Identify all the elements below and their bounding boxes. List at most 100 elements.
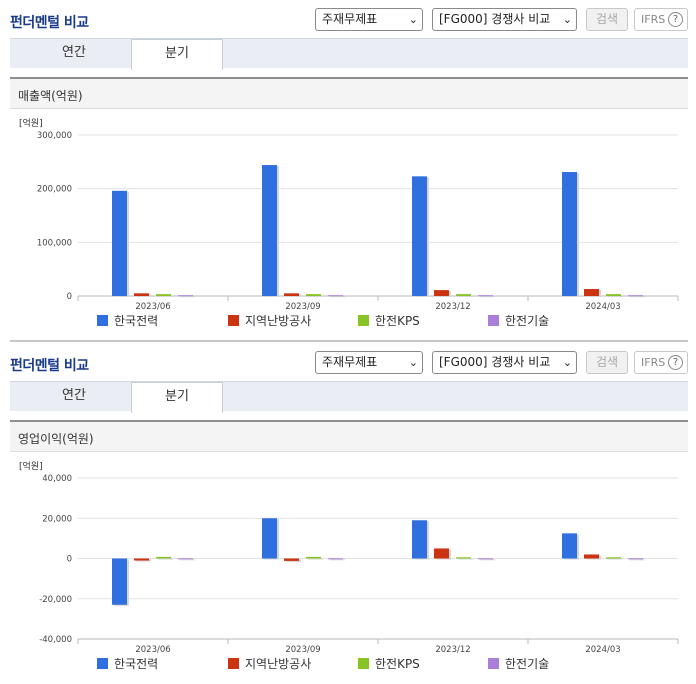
ifrs-button[interactable]: IFRS ? [634, 8, 688, 31]
legend-swatch [488, 315, 499, 326]
period-tabs: 연간 분기 [10, 38, 688, 70]
panel-divider [10, 340, 688, 342]
y-tick-label: 20,000 [42, 514, 72, 524]
bar [456, 294, 471, 296]
legend-swatch [358, 315, 369, 326]
search-button[interactable]: 검색 [586, 8, 628, 31]
search-button[interactable]: 검색 [586, 351, 628, 374]
y-tick-label: -40,000 [39, 635, 72, 645]
legend-label: 한전KPS [375, 657, 420, 671]
statement-select-value: 주재무제표 [322, 12, 378, 26]
legend-swatch [228, 315, 239, 326]
operating-income-chart: [억원] -40,000 -20,000 0 20,000 40,000 2023/06 20… [0, 452, 696, 677]
bar [156, 556, 171, 559]
bar [456, 557, 471, 559]
legend-label: 한전기술 [505, 314, 549, 328]
bar-shadow [308, 557, 323, 560]
chevron-down-icon: ⌄ [408, 13, 418, 26]
x-tick-label: 2023/12 [435, 302, 470, 312]
bar-shadow [458, 558, 473, 560]
tab-quarterly[interactable]: 분기 [131, 382, 223, 413]
bar-shadow [180, 296, 195, 298]
bar-shadow [630, 559, 645, 561]
peer-group-select[interactable]: [FG000] 경쟁사 비교 ⌄ [432, 8, 577, 31]
bar-shadow [330, 296, 345, 298]
legend-label: 한전KPS [375, 314, 420, 328]
y-tick-label: -20,000 [39, 595, 72, 605]
chevron-down-icon: ⌄ [408, 356, 418, 369]
revenue-chart-svg: [억원] 0 100,000 200,000 300,000 2023/06 2023/09… [19, 117, 679, 328]
legend-label: 지역난방공사 [245, 657, 311, 671]
statement-select[interactable]: 주재무제표 ⌄ [315, 351, 423, 374]
revenue-chart: [억원] 0 100,000 200,000 300,000 2023/06 2023/09… [0, 109, 696, 334]
bar [328, 558, 343, 560]
bar-shadow [630, 296, 645, 298]
statement-select[interactable]: 주재무제표 ⌄ [315, 8, 423, 31]
legend-swatch [97, 658, 108, 669]
peer-group-select[interactable]: [FG000] 경쟁사 비교 ⌄ [432, 351, 577, 374]
bar [134, 293, 149, 296]
chevron-down-icon: ⌄ [562, 356, 572, 369]
x-tick-label: 2023/12 [435, 645, 470, 655]
bar [606, 557, 621, 559]
bar [584, 289, 599, 296]
statement-select-value: 주재무제표 [322, 355, 378, 369]
bar [628, 295, 643, 297]
tab-quarterly[interactable]: 분기 [131, 39, 223, 70]
bar [156, 294, 171, 296]
legend-label: 한전기술 [505, 657, 549, 671]
bar [112, 558, 127, 605]
fundamental-panel-operating-income: 펀더멘털 비교 주재무제표 ⌄ [FG000] 경쟁사 비교 ⌄ 검색 IFRS… [0, 343, 696, 684]
panel-title: 펀더멘털 비교 [10, 15, 89, 31]
bar [562, 533, 577, 559]
bar [628, 558, 643, 560]
tab-annual[interactable]: 연간 [62, 388, 86, 403]
legend-label: 한국전력 [114, 314, 158, 328]
bar [412, 520, 427, 559]
bar [328, 295, 343, 297]
ifrs-button[interactable]: IFRS ? [634, 351, 688, 374]
bar [306, 556, 321, 559]
x-tick-label: 2024/03 [585, 302, 620, 312]
bar [284, 293, 299, 296]
ifrs-label: IFRS [641, 356, 666, 369]
bar [434, 548, 449, 559]
bar [606, 294, 621, 296]
bar [584, 554, 599, 559]
bar [262, 518, 277, 559]
period-tabs: 연간 분기 [10, 381, 688, 413]
y-tick-label: 0 [67, 292, 72, 302]
metric-label: 영업이익(억원) [18, 432, 94, 446]
x-tick-label: 2023/06 [135, 645, 170, 655]
y-unit-label: [억원] [19, 460, 43, 472]
bar [134, 558, 149, 561]
bar-shadow [158, 295, 173, 297]
bar [478, 558, 493, 560]
panel-title: 펀더멘털 비교 [10, 358, 89, 374]
y-tick-label: 40,000 [42, 474, 72, 484]
help-icon: ? [668, 12, 683, 27]
bar-shadow [608, 558, 623, 560]
bar [262, 165, 277, 296]
bar-shadow [480, 296, 495, 298]
bar [478, 295, 493, 297]
bar [412, 176, 427, 296]
legend-swatch [228, 658, 239, 669]
tab-annual[interactable]: 연간 [62, 45, 86, 60]
bar-shadow [308, 295, 323, 297]
y-unit-label: [억원] [19, 117, 43, 129]
bar [284, 558, 299, 561]
x-tick-label: 2024/03 [585, 645, 620, 655]
bar [434, 290, 449, 296]
bar-shadow [480, 559, 495, 561]
metric-header: 영업이익(억원) [10, 420, 688, 452]
bar [306, 294, 321, 296]
bar-shadow [608, 295, 623, 297]
bar-shadow [330, 559, 345, 561]
x-tick-label: 2023/06 [135, 302, 170, 312]
bar-shadow [180, 559, 195, 561]
bar-shadow [458, 295, 473, 297]
chevron-down-icon: ⌄ [562, 13, 572, 26]
y-tick-label: 100,000 [37, 238, 72, 248]
y-tick-label: 0 [67, 555, 72, 565]
